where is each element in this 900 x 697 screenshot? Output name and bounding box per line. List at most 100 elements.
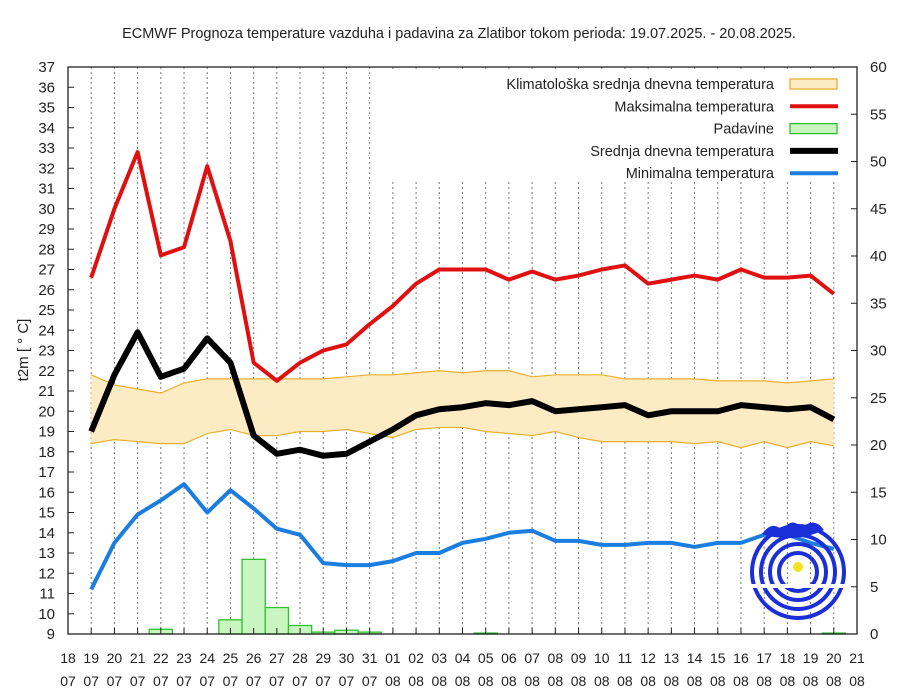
- x-tick-label-month: 08: [640, 673, 656, 689]
- y-tick-label: 21: [38, 383, 55, 400]
- x-tick-label-month: 08: [664, 673, 680, 689]
- y-tick-label: 19: [38, 424, 55, 441]
- x-tick-label-month: 07: [153, 673, 169, 689]
- legend-swatch-bar: [789, 122, 838, 135]
- x-tick-label-month: 07: [315, 673, 331, 689]
- series-lines: [88, 150, 836, 591]
- y-tick-label: 14: [38, 525, 55, 542]
- x-tick-label-day: 27: [269, 650, 285, 666]
- y2-tick-label: 45: [870, 201, 887, 218]
- y-tick-label: 34: [38, 120, 55, 137]
- legend-swatch-band: [789, 78, 838, 90]
- y-tick-label: 22: [38, 363, 55, 380]
- axes: 18 07 19 07 20 07 21 07 22 07 23 07 24 07 25 07 26 07 27 07…: [38, 59, 886, 689]
- y2-tick-label: 50: [870, 154, 887, 171]
- x-tick-label-day: 19: [83, 650, 99, 666]
- y-tick-label: 15: [38, 505, 55, 522]
- x-tick-label-day: 16: [733, 650, 749, 666]
- x-tick-label-day: 30: [339, 650, 355, 666]
- y-tick-label: 32: [38, 160, 55, 177]
- legend-label: Minimalna temperatura: [626, 166, 775, 182]
- legend-label: Srednja dnevna temperatura: [590, 144, 775, 160]
- x-tick-label-day: 15: [710, 650, 726, 666]
- legend-label: Padavine: [714, 122, 774, 138]
- series-line-mean: [88, 329, 836, 459]
- x-tick-label-month: 08: [617, 673, 633, 689]
- y2-tick-label: 5: [870, 579, 878, 596]
- x-tick-label-day: 31: [362, 650, 378, 666]
- x-tick-label-month: 07: [130, 673, 146, 689]
- y-tick-label: 11: [39, 586, 55, 603]
- y2-tick-label: 55: [870, 106, 887, 123]
- x-tick-label-month: 07: [107, 673, 123, 689]
- x-tick-label-month: 08: [687, 673, 703, 689]
- x-tick-label-day: 04: [455, 650, 471, 666]
- x-tick-label-month: 07: [199, 673, 215, 689]
- x-tick-label-month: 08: [455, 673, 471, 689]
- x-tick-label-month: 07: [362, 673, 378, 689]
- y-tick-label: 31: [38, 181, 55, 198]
- x-tick-label-day: 09: [571, 650, 587, 666]
- y-tick-label: 16: [38, 484, 55, 501]
- precipitation-bar: [241, 558, 266, 635]
- legend-label: Maksimalna temperatura: [614, 99, 774, 115]
- x-tick-label-day: 22: [153, 650, 169, 666]
- x-tick-label-day: 07: [524, 650, 540, 666]
- rhmz-logo: [748, 522, 848, 620]
- x-tick-label-month: 08: [501, 673, 517, 689]
- x-tick-label-month: 08: [524, 673, 540, 689]
- y-tick-label: 36: [38, 79, 55, 96]
- legend-label: Klimatološka srednja dnevna temperatura: [506, 77, 775, 93]
- y2-tick-label: 20: [870, 437, 887, 454]
- x-tick-label-month: 08: [571, 673, 587, 689]
- x-tick-label-day: 29: [315, 650, 331, 666]
- x-tick-label-day: 28: [292, 650, 308, 666]
- x-tick-label-month: 08: [756, 673, 772, 689]
- y2-tick-label: 35: [870, 295, 887, 312]
- x-tick-label-month: 08: [710, 673, 726, 689]
- x-tick-label-day: 06: [501, 650, 517, 666]
- y-tick-label: 10: [38, 606, 55, 623]
- x-tick-label-day: 11: [618, 650, 633, 666]
- y-tick-label: 24: [38, 322, 55, 339]
- y-tick-label: 27: [38, 262, 55, 279]
- x-tick-label-day: 25: [223, 650, 239, 666]
- y2-tick-label: 30: [870, 343, 887, 360]
- y-tick-label: 13: [38, 545, 55, 562]
- x-tick-label-day: 23: [176, 650, 192, 666]
- x-tick-label-day: 18: [60, 650, 76, 666]
- x-tick-label-month: 08: [780, 673, 796, 689]
- x-tick-label-day: 17: [756, 650, 772, 666]
- y2-tick-label: 15: [870, 484, 887, 501]
- x-tick-label-day: 05: [478, 650, 494, 666]
- x-tick-label-day: 19: [803, 650, 819, 666]
- y-tick-label: 12: [38, 565, 55, 582]
- x-tick-label-month: 07: [246, 673, 262, 689]
- x-tick-label-day: 21: [130, 650, 146, 666]
- x-tick-label-day: 03: [432, 650, 448, 666]
- x-tick-label-day: 10: [594, 650, 610, 666]
- x-tick-label-month: 07: [60, 673, 76, 689]
- x-tick-label-month: 07: [339, 673, 355, 689]
- x-tick-label-day: 13: [664, 650, 680, 666]
- x-tick-label-month: 08: [432, 673, 448, 689]
- x-tick-label-month: 08: [594, 673, 610, 689]
- y-tick-label: 23: [38, 343, 55, 360]
- x-tick-label-day: 18: [780, 650, 796, 666]
- y-tick-label: 37: [38, 59, 55, 76]
- legend: Klimatološka srednja dnevna temperatura M…: [506, 77, 838, 182]
- x-tick-label-day: 20: [826, 650, 842, 666]
- climate-band-upper: [90, 370, 834, 394]
- series-line-min: [89, 482, 835, 591]
- y2-tick-label: 25: [870, 390, 887, 407]
- x-tick-label-month: 08: [478, 673, 494, 689]
- x-tick-label-month: 08: [849, 673, 865, 689]
- x-tick-label-month: 08: [408, 673, 424, 689]
- x-tick-label-day: 01: [385, 650, 401, 666]
- y2-tick-label: 10: [870, 532, 887, 549]
- y-tick-label: 35: [38, 100, 55, 117]
- x-tick-label-day: 21: [849, 650, 865, 666]
- x-tick-label-month: 07: [83, 673, 99, 689]
- x-tick-label-month: 07: [292, 673, 308, 689]
